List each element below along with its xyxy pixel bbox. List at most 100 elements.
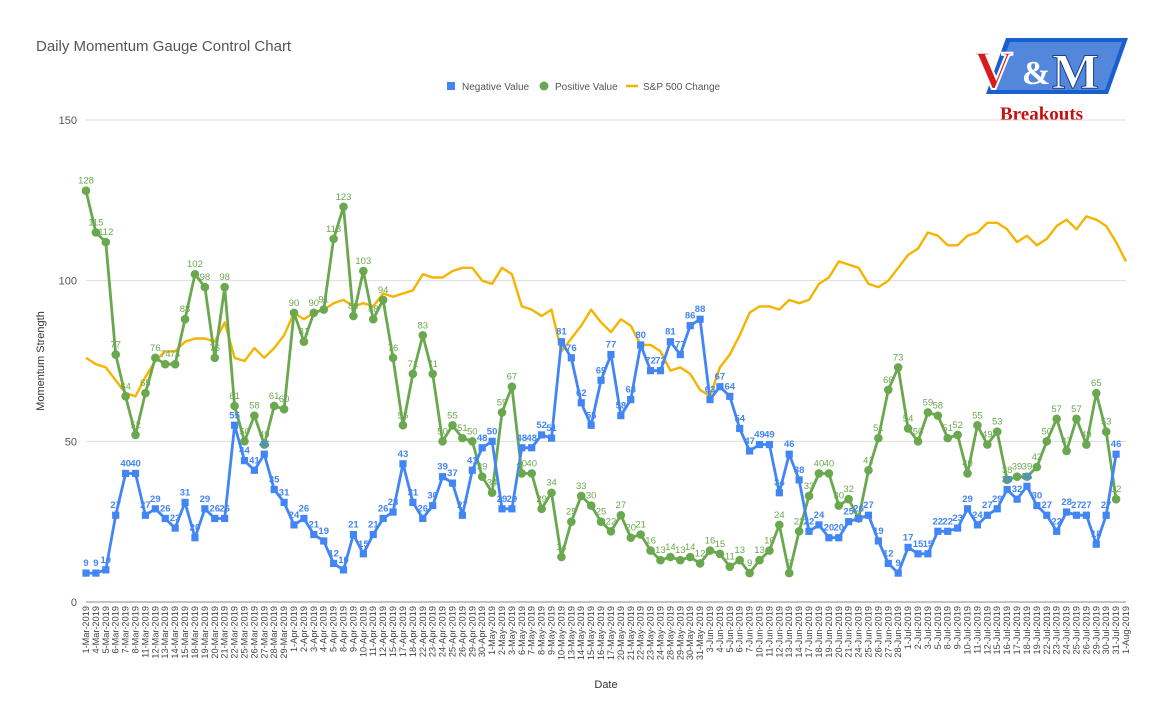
data-label-negative: 19: [318, 526, 329, 537]
data-label-positive: 115: [88, 217, 103, 228]
data-label-negative: 46: [1111, 439, 1122, 450]
data-label-positive: 88: [180, 304, 191, 315]
x-tick-label: 25-Apr-2019: [447, 606, 457, 657]
chart-title: Daily Momentum Gauge Control Chart: [36, 38, 292, 55]
data-point-positive: [1072, 414, 1081, 424]
data-point-negative: [805, 527, 813, 535]
x-tick-label: 20-Jun-2019: [834, 606, 844, 658]
data-point-negative: [508, 505, 516, 513]
svg-text:M: M: [1052, 43, 1099, 99]
data-label-positive: 65: [1091, 378, 1102, 389]
data-label-negative: 29: [507, 494, 518, 505]
x-tick-label: 29-Apr-2019: [467, 606, 477, 657]
data-label-negative: 77: [606, 340, 617, 351]
data-label-positive: 94: [378, 285, 389, 296]
data-label-positive: 14: [665, 542, 676, 553]
data-point-positive: [368, 314, 378, 324]
data-point-positive: [487, 488, 497, 498]
x-tick-label: 27-Jun-2019: [883, 606, 893, 658]
x-tick-label: 10-Apr-2019: [358, 606, 368, 657]
data-point-positive: [349, 311, 358, 321]
data-point-negative: [1062, 508, 1071, 516]
data-point-positive: [319, 305, 329, 314]
x-tick-label: 3-Jun-2019: [705, 606, 715, 652]
data-label-positive: 66: [883, 375, 894, 386]
x-tick-label: 18-Apr-2019: [408, 606, 418, 657]
data-point-negative: [280, 498, 288, 506]
data-label-negative: 32: [1012, 484, 1023, 495]
data-label-negative: 24: [289, 510, 300, 521]
data-label-positive: 15: [715, 539, 726, 550]
data-point-positive: [1062, 446, 1071, 456]
x-tick-label: 26-Jun-2019: [873, 606, 883, 658]
data-label-positive: 102: [187, 259, 203, 270]
data-label-positive: 29: [536, 494, 547, 505]
x-tick-label: 20-May-2019: [616, 606, 626, 660]
data-label-negative: 40: [120, 458, 131, 469]
series-line-sp500: [85, 215, 1128, 398]
data-label-positive: 21: [635, 520, 646, 531]
data-point-negative: [765, 440, 774, 449]
data-label-positive: 88: [368, 304, 379, 315]
x-tick-label: 8-Mar-2019: [131, 606, 141, 654]
data-label-positive: 49: [259, 430, 270, 441]
data-label-negative: 49: [754, 430, 765, 441]
data-label-positive: 50: [913, 426, 924, 437]
x-tick-label: 11-Apr-2019: [368, 606, 378, 656]
data-point-positive: [794, 527, 804, 536]
data-point-positive: [448, 420, 457, 430]
data-point-positive: [517, 469, 527, 478]
data-point-positive: [477, 472, 487, 481]
data-label-negative: 27: [110, 500, 121, 511]
y-tick-label: 0: [71, 597, 77, 609]
data-label-negative: 46: [259, 439, 270, 450]
x-tick-label: 1-Mar-2019: [81, 606, 91, 654]
data-label-positive: 91: [318, 295, 329, 306]
data-label-negative: 26: [160, 503, 171, 514]
data-point-positive: [784, 568, 794, 578]
y-tick-label: 100: [59, 276, 77, 288]
data-point-negative: [815, 521, 823, 529]
x-tick-label: 7-Jun-2019: [745, 606, 755, 652]
data-label-negative: 9: [83, 558, 88, 569]
data-point-negative: [448, 479, 457, 487]
data-label-negative: 12: [883, 548, 894, 559]
x-tick-label: 8-Jul-2019: [943, 606, 953, 649]
data-point-positive: [1022, 472, 1032, 481]
data-label-negative: 21: [348, 520, 359, 531]
data-label-negative: 58: [616, 401, 627, 412]
data-point-negative: [92, 569, 100, 577]
data-label-positive: 55: [447, 410, 458, 421]
data-point-positive: [893, 363, 903, 372]
data-point-positive: [418, 330, 428, 340]
data-label-negative: 31: [279, 487, 290, 498]
data-label-positive: 77: [110, 340, 121, 351]
data-point-positive: [943, 433, 953, 443]
data-point-negative: [270, 485, 278, 494]
data-point-negative: [775, 489, 783, 497]
data-label-positive: 13: [675, 545, 686, 556]
data-label-negative: 48: [526, 433, 537, 444]
x-tick-label: 23-Apr-2019: [428, 606, 438, 657]
x-tick-label: 8-Apr-2019: [339, 606, 349, 652]
data-label-negative: 22: [933, 516, 944, 527]
x-tick-label: 25-Jul-2019: [1071, 606, 1081, 655]
data-point-negative: [191, 534, 199, 542]
data-label-negative: 48: [477, 433, 488, 444]
data-label-positive: 83: [417, 320, 428, 331]
data-label-negative: 29: [962, 494, 973, 505]
data-label-negative: 31: [408, 487, 419, 498]
data-label-positive: 16: [764, 536, 775, 547]
x-tick-label: 9-Apr-2019: [348, 606, 358, 652]
data-label-positive: 76: [150, 343, 161, 354]
data-label-negative: 80: [635, 330, 646, 341]
data-point-positive: [458, 433, 467, 443]
data-point-positive: [299, 337, 309, 347]
data-point-negative: [656, 367, 665, 375]
data-point-positive: [824, 469, 834, 478]
data-label-negative: 81: [665, 327, 676, 338]
data-label-positive: 61: [229, 391, 240, 402]
data-point-positive: [101, 237, 111, 247]
data-point-positive: [121, 392, 130, 401]
data-point-negative: [112, 511, 120, 519]
